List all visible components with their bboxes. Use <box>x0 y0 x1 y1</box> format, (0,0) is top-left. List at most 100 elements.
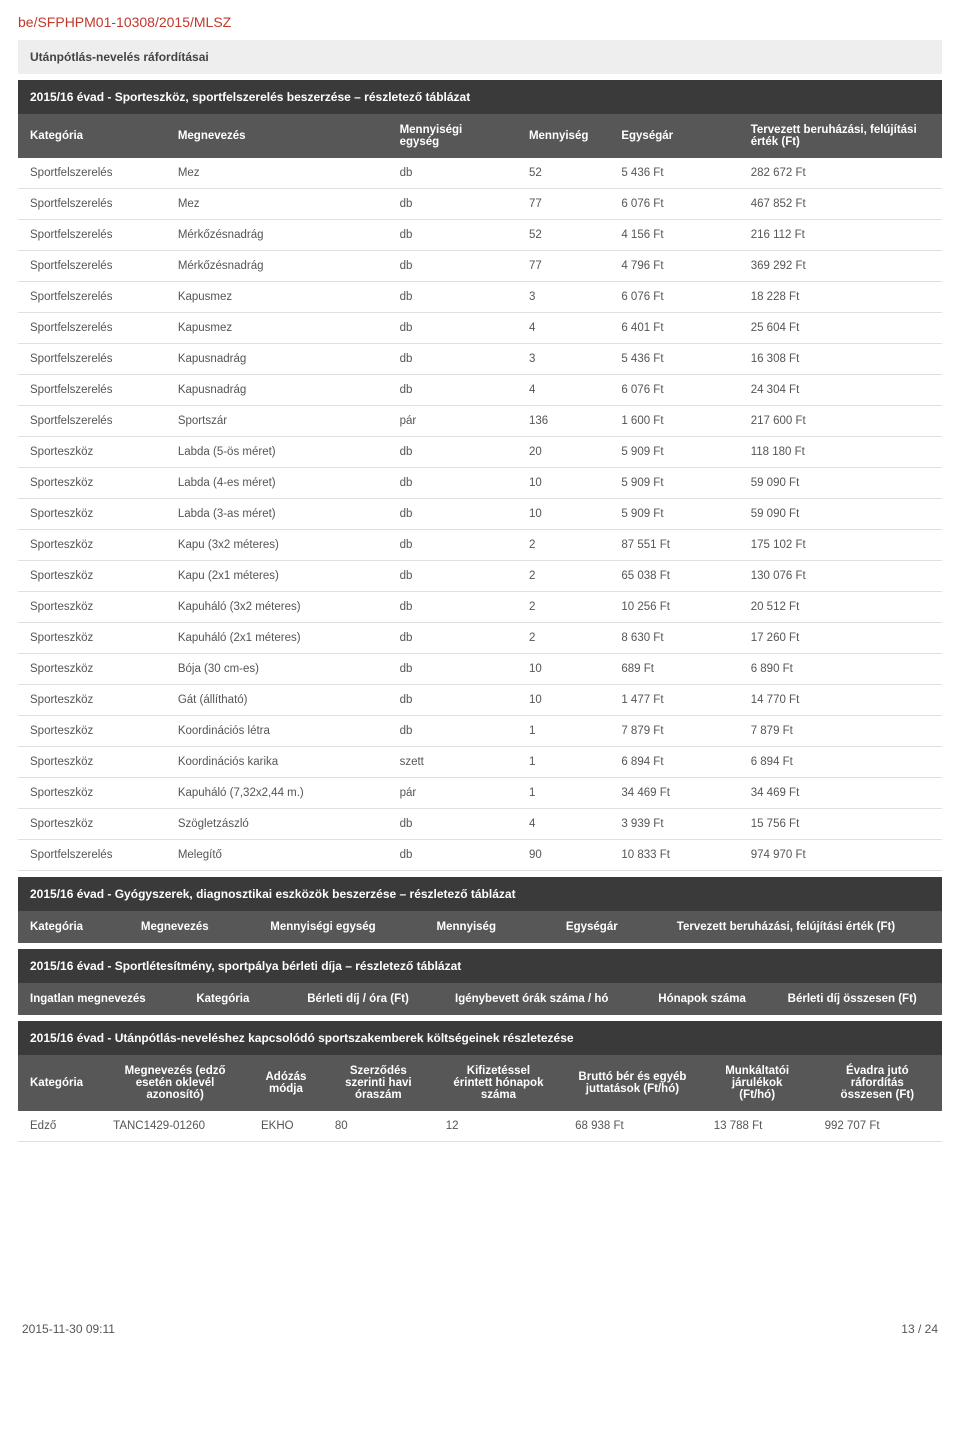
table-cell: Szögletzászló <box>166 809 388 840</box>
table-cell: db <box>388 530 517 561</box>
table-cell: Mez <box>166 158 388 189</box>
table-row: EdzőTANC1429-01260EKHO801268 938 Ft13 78… <box>18 1111 942 1142</box>
table-cell: 18 228 Ft <box>739 282 942 313</box>
table2-col-2: Mennyiségi egység <box>258 911 424 943</box>
table4: KategóriaMegnevezés (edző esetén oklevél… <box>18 1055 942 1142</box>
table-row: SporteszközKapuháló (7,32x2,44 m.)pár134… <box>18 778 942 809</box>
table-cell: Sportszár <box>166 406 388 437</box>
table-cell: Melegítő <box>166 840 388 871</box>
table-cell: Edző <box>18 1111 101 1142</box>
table-cell: 10 256 Ft <box>609 592 738 623</box>
table-cell: 974 970 Ft <box>739 840 942 871</box>
table-cell: Sportfelszerelés <box>18 251 166 282</box>
table-row: SporteszközLabda (3-as méret)db105 909 F… <box>18 499 942 530</box>
table-cell: Sportfelszerelés <box>18 158 166 189</box>
table-cell: Sportfelszerelés <box>18 189 166 220</box>
table-cell: db <box>388 840 517 871</box>
table-cell: 6 894 Ft <box>609 747 738 778</box>
table3-col-3: Igénybevett órák száma / hó <box>443 983 646 1015</box>
table-cell: 5 909 Ft <box>609 499 738 530</box>
table-cell: 20 512 Ft <box>739 592 942 623</box>
table-cell: 216 112 Ft <box>739 220 942 251</box>
table-cell: 6 076 Ft <box>609 282 738 313</box>
table-row: SporteszközLabda (4-es méret)db105 909 F… <box>18 468 942 499</box>
table-cell: Kapusmez <box>166 313 388 344</box>
table1-col-3: Mennyiség <box>517 114 609 158</box>
table-cell: 90 <box>517 840 609 871</box>
table3-header-row: Ingatlan megnevezésKategóriaBérleti díj … <box>18 983 942 1015</box>
table-row: SporteszközLabda (5-ös méret)db205 909 F… <box>18 437 942 468</box>
table-cell: 59 090 Ft <box>739 499 942 530</box>
table-cell: Sportfelszerelés <box>18 313 166 344</box>
table-row: SportfelszerelésKapusmezdb46 401 Ft25 60… <box>18 313 942 344</box>
table-cell: 6 076 Ft <box>609 375 738 406</box>
table2: KategóriaMegnevezésMennyiségi egységMenn… <box>18 911 942 943</box>
table-cell: TANC1429-01260 <box>101 1111 249 1142</box>
table3-col-5: Bérleti díj összesen (Ft) <box>776 983 942 1015</box>
table4-col-3: Szerződés szerinti havi óraszám <box>323 1055 434 1111</box>
table-cell: 65 038 Ft <box>609 561 738 592</box>
table-cell: 3 <box>517 282 609 313</box>
table-row: SportfelszerelésMérkőzésnadrágdb774 796 … <box>18 251 942 282</box>
table-cell: Kapusnadrág <box>166 344 388 375</box>
table-cell: Kapu (3x2 méteres) <box>166 530 388 561</box>
table-cell: 5 909 Ft <box>609 468 738 499</box>
table-cell: 15 756 Ft <box>739 809 942 840</box>
table-cell: Sportfelszerelés <box>18 282 166 313</box>
table-cell: Sporteszköz <box>18 685 166 716</box>
table-cell: 1 600 Ft <box>609 406 738 437</box>
table-cell: 2 <box>517 530 609 561</box>
table-row: SporteszközKoordinációs karikaszett16 89… <box>18 747 942 778</box>
table-cell: 10 <box>517 468 609 499</box>
table-cell: 16 308 Ft <box>739 344 942 375</box>
table3-col-2: Bérleti díj / óra (Ft) <box>295 983 443 1015</box>
table1: KategóriaMegnevezésMennyiségi egységMenn… <box>18 114 942 871</box>
table-cell: 6 401 Ft <box>609 313 738 344</box>
table-cell: Mez <box>166 189 388 220</box>
table-cell: db <box>388 313 517 344</box>
table2-header-row: KategóriaMegnevezésMennyiségi egységMenn… <box>18 911 942 943</box>
table-cell: 10 833 Ft <box>609 840 738 871</box>
table-row: SportfelszerelésMérkőzésnadrágdb524 156 … <box>18 220 942 251</box>
table2-title: 2015/16 évad - Gyógyszerek, diagnosztika… <box>18 877 942 911</box>
table4-col-2: Adózás módja <box>249 1055 323 1111</box>
table-cell: 1 477 Ft <box>609 685 738 716</box>
table3-col-4: Hónapok száma <box>646 983 775 1015</box>
table-cell: 4 156 Ft <box>609 220 738 251</box>
table-cell: db <box>388 375 517 406</box>
table-cell: 80 <box>323 1111 434 1142</box>
table-cell: 6 890 Ft <box>739 654 942 685</box>
table-row: SportfelszerelésMezdb776 076 Ft467 852 F… <box>18 189 942 220</box>
table4-col-6: Munkáltatói járulékok (Ft/hó) <box>702 1055 813 1111</box>
table1-col-2: Mennyiségi egység <box>388 114 517 158</box>
table-cell: Gát (állítható) <box>166 685 388 716</box>
table-cell: 3 <box>517 344 609 375</box>
table-cell: Sporteszköz <box>18 530 166 561</box>
table-cell: 689 Ft <box>609 654 738 685</box>
footer-timestamp: 2015-11-30 09:11 <box>22 1322 115 1336</box>
table-cell: Labda (3-as méret) <box>166 499 388 530</box>
table-cell: Kapuháló (2x1 méteres) <box>166 623 388 654</box>
table-cell: Kapuháló (7,32x2,44 m.) <box>166 778 388 809</box>
table1-col-5: Tervezett beruházási, felújítási érték (… <box>739 114 942 158</box>
table-cell: db <box>388 437 517 468</box>
table-row: SporteszközKapuháló (2x1 méteres)db28 63… <box>18 623 942 654</box>
table-row: SporteszközGát (állítható)db101 477 Ft14… <box>18 685 942 716</box>
table-row: SporteszközKapuháló (3x2 méteres)db210 2… <box>18 592 942 623</box>
table-cell: 175 102 Ft <box>739 530 942 561</box>
table4-col-4: Kifizetéssel érintett hónapok száma <box>434 1055 563 1111</box>
table-cell: 4 796 Ft <box>609 251 738 282</box>
table1-title: 2015/16 évad - Sporteszköz, sportfelszer… <box>18 80 942 114</box>
table-cell: 5 909 Ft <box>609 437 738 468</box>
table2-col-1: Megnevezés <box>129 911 258 943</box>
table-cell: 20 <box>517 437 609 468</box>
table-cell: 2 <box>517 592 609 623</box>
table-cell: db <box>388 654 517 685</box>
table-cell: 34 469 Ft <box>609 778 738 809</box>
table-cell: Sportfelszerelés <box>18 406 166 437</box>
table-cell: Koordinációs karika <box>166 747 388 778</box>
table-cell: Kapu (2x1 méteres) <box>166 561 388 592</box>
table-row: SportfelszerelésSportszárpár1361 600 Ft2… <box>18 406 942 437</box>
page-footer: 2015-11-30 09:11 13 / 24 <box>18 1322 942 1336</box>
table-cell: 217 600 Ft <box>739 406 942 437</box>
